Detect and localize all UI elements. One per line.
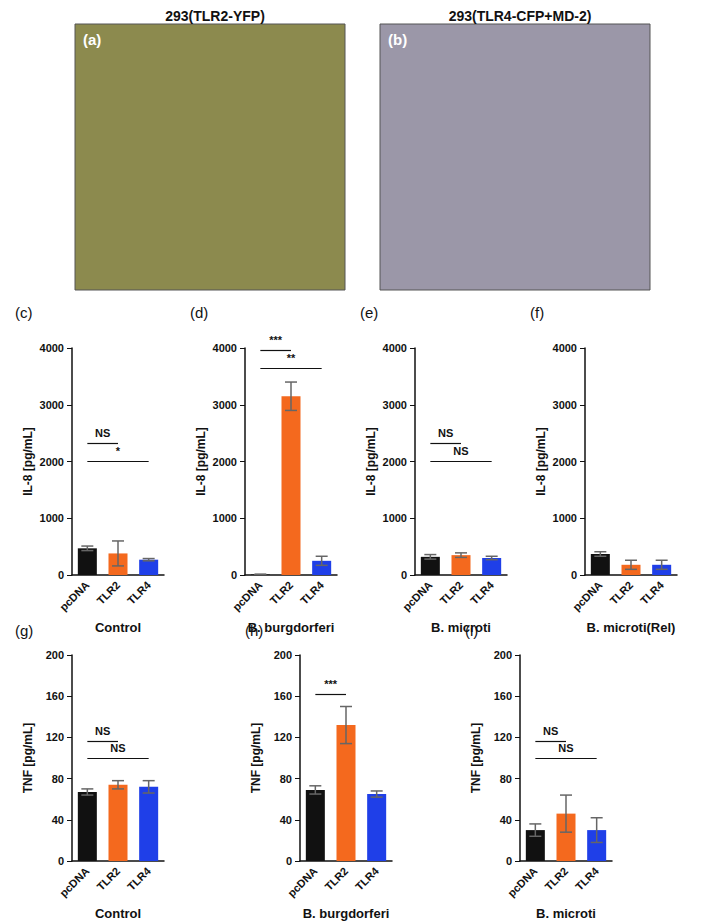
svg-text:120: 120 — [274, 731, 292, 743]
svg-text:IL-8 [pg/mL]: IL-8 [pg/mL] — [364, 427, 378, 496]
svg-text:1000: 1000 — [40, 512, 64, 524]
svg-text:NS: NS — [438, 427, 453, 439]
svg-text:pcDNA: pcDNA — [57, 579, 91, 613]
svg-text:IL-8 [pg/mL]: IL-8 [pg/mL] — [534, 427, 548, 496]
svg-text:NS: NS — [558, 742, 573, 754]
svg-text:TLR4: TLR4 — [638, 578, 667, 607]
svg-text:Control: Control — [95, 620, 141, 635]
svg-text:B. burgdorferi: B. burgdorferi — [303, 906, 390, 921]
svg-text:IL-8 [pg/mL]: IL-8 [pg/mL] — [21, 427, 35, 496]
svg-text:120: 120 — [46, 731, 64, 743]
svg-text:2000: 2000 — [40, 456, 64, 468]
svg-text:(e): (e) — [360, 304, 378, 321]
svg-text:NS: NS — [543, 725, 558, 737]
svg-text:0: 0 — [286, 855, 292, 867]
svg-text:Control: Control — [95, 906, 141, 921]
svg-text:0: 0 — [58, 855, 64, 867]
svg-text:TLR2: TLR2 — [94, 579, 122, 607]
svg-text:80: 80 — [280, 773, 292, 785]
svg-text:(d): (d) — [190, 304, 208, 321]
svg-text:4000: 4000 — [213, 342, 237, 354]
svg-text:200: 200 — [494, 649, 512, 661]
svg-text:0: 0 — [58, 569, 64, 581]
svg-text:TLR2: TLR2 — [607, 579, 635, 607]
svg-text:pcDNA: pcDNA — [400, 579, 434, 613]
svg-text:40: 40 — [500, 814, 512, 826]
svg-text:160: 160 — [494, 690, 512, 702]
svg-text:TLR4: TLR4 — [353, 864, 382, 893]
svg-text:3000: 3000 — [383, 399, 407, 411]
svg-text:NS: NS — [95, 725, 110, 737]
svg-text:*: * — [116, 445, 121, 457]
svg-text:TLR2: TLR2 — [437, 579, 465, 607]
svg-text:80: 80 — [52, 773, 64, 785]
svg-text:1000: 1000 — [553, 512, 577, 524]
svg-text:TNF [pg/mL]: TNF [pg/mL] — [21, 723, 35, 794]
svg-text:pcDNA: pcDNA — [570, 579, 604, 613]
svg-text:120: 120 — [494, 731, 512, 743]
svg-text:40: 40 — [280, 814, 292, 826]
svg-text:**: ** — [287, 352, 296, 364]
svg-text:0: 0 — [401, 569, 407, 581]
svg-text:1000: 1000 — [383, 512, 407, 524]
svg-text:293(TLR2-YFP): 293(TLR2-YFP) — [165, 8, 265, 24]
svg-text:(f): (f) — [530, 304, 544, 321]
svg-text:(a): (a) — [83, 31, 101, 48]
svg-text:TLR4: TLR4 — [468, 578, 497, 607]
svg-text:160: 160 — [274, 690, 292, 702]
svg-text:pcDNA: pcDNA — [230, 579, 264, 613]
svg-text:0: 0 — [506, 855, 512, 867]
svg-text:B. microti: B. microti — [431, 620, 491, 635]
svg-text:(b): (b) — [388, 31, 407, 48]
svg-text:(i): (i) — [465, 622, 478, 639]
svg-text:3000: 3000 — [40, 399, 64, 411]
svg-text:0: 0 — [231, 569, 237, 581]
svg-text:(g): (g) — [15, 622, 33, 639]
svg-text:IL-8 [pg/mL]: IL-8 [pg/mL] — [194, 427, 208, 496]
svg-text:200: 200 — [46, 649, 64, 661]
svg-text:pcDNA: pcDNA — [505, 865, 539, 899]
svg-text:200: 200 — [274, 649, 292, 661]
svg-text:***: *** — [324, 678, 338, 690]
svg-text:NS: NS — [95, 427, 110, 439]
svg-text:TLR2: TLR2 — [94, 865, 122, 893]
svg-text:0: 0 — [571, 569, 577, 581]
svg-text:***: *** — [269, 334, 283, 346]
svg-text:4000: 4000 — [40, 342, 64, 354]
svg-text:3000: 3000 — [553, 399, 577, 411]
svg-text:2000: 2000 — [553, 456, 577, 468]
svg-text:4000: 4000 — [553, 342, 577, 354]
svg-text:3000: 3000 — [213, 399, 237, 411]
svg-text:2000: 2000 — [213, 456, 237, 468]
svg-text:B. microti(Rel): B. microti(Rel) — [587, 620, 676, 635]
svg-text:TNF [pg/mL]: TNF [pg/mL] — [249, 723, 263, 794]
svg-text:(c): (c) — [15, 304, 33, 321]
svg-text:TLR4: TLR4 — [125, 578, 154, 607]
svg-text:TLR2: TLR2 — [267, 579, 295, 607]
svg-text:B. burgdorferi: B. burgdorferi — [247, 620, 335, 635]
svg-text:160: 160 — [46, 690, 64, 702]
svg-text:TNF [pg/mL]: TNF [pg/mL] — [469, 723, 483, 794]
svg-text:293(TLR4-CFP+MD-2): 293(TLR4-CFP+MD-2) — [449, 8, 592, 24]
svg-text:NS: NS — [110, 742, 125, 754]
svg-text:1000: 1000 — [213, 512, 237, 524]
svg-text:TLR4: TLR4 — [573, 864, 602, 893]
svg-text:80: 80 — [500, 773, 512, 785]
svg-text:pcDNA: pcDNA — [285, 865, 319, 899]
svg-text:4000: 4000 — [383, 342, 407, 354]
svg-text:(h): (h) — [245, 622, 263, 639]
svg-text:pcDNA: pcDNA — [57, 865, 91, 899]
svg-text:40: 40 — [52, 814, 64, 826]
svg-text:TLR2: TLR2 — [542, 865, 570, 893]
svg-text:TLR2: TLR2 — [322, 865, 350, 893]
svg-text:NS: NS — [453, 445, 468, 457]
svg-text:2000: 2000 — [383, 456, 407, 468]
svg-text:TLR4: TLR4 — [125, 864, 154, 893]
svg-text:TLR4: TLR4 — [298, 578, 327, 607]
svg-text:B. microti: B. microti — [536, 906, 596, 921]
